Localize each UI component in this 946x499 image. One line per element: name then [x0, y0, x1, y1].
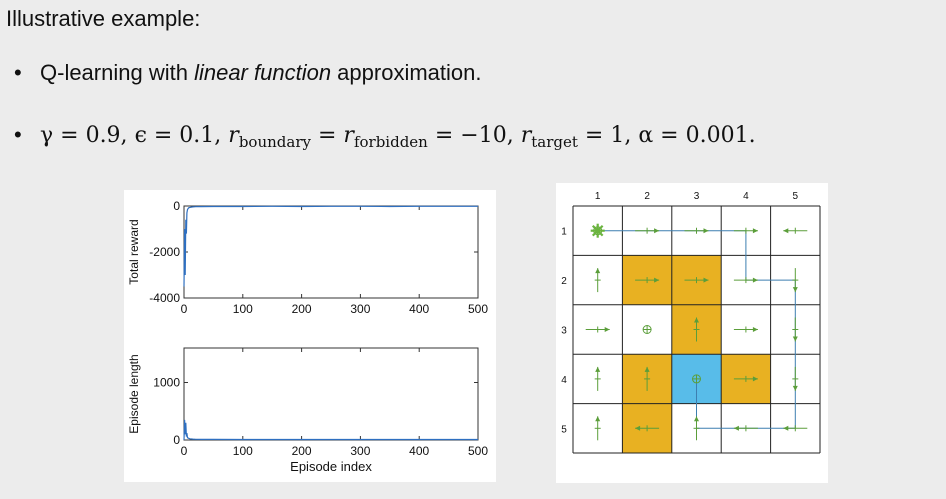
x-axis-label: Episode index — [290, 459, 372, 474]
arrow-head-icon — [752, 376, 758, 382]
plot-frame — [183, 205, 479, 299]
alpha-value: α = 0.001. — [638, 123, 756, 148]
arrow-head-icon — [792, 385, 798, 391]
r-symbol: r — [343, 123, 354, 148]
arrow-head-icon — [752, 277, 758, 283]
row-label: 5 — [561, 424, 567, 435]
bullet-method-em: linear function — [194, 60, 332, 85]
y-tick-label: 1000 — [153, 376, 180, 390]
row-label: 3 — [561, 326, 567, 337]
x-tick-label: 100 — [233, 444, 253, 458]
y-axis-label: Total reward — [127, 219, 141, 284]
bullet-parameters: • γ = 0.9, ϵ = 0.1, rboundary = rforbidde… — [14, 122, 756, 151]
column-label: 3 — [694, 191, 700, 202]
reward-target-value: = 1, — [584, 123, 632, 148]
arrow-head-icon — [752, 228, 758, 234]
arrow-head-icon — [703, 277, 709, 283]
series-line — [183, 419, 478, 441]
bullet-method: • Q-learning with linear function approxi… — [14, 60, 481, 86]
x-tick-label: 400 — [409, 302, 429, 316]
bullet-method-pre: Q-learning with — [40, 60, 195, 85]
gamma-value: γ = 0.9, — [40, 123, 128, 148]
series-line — [183, 205, 478, 287]
x-tick-label: 300 — [350, 302, 370, 316]
arrow-head-icon — [604, 327, 610, 332]
arrow-head-icon — [792, 287, 798, 293]
row-label: 2 — [561, 276, 567, 287]
grid-world-figure: 1 2 3 4 5 1 2 3 4 5 — [556, 183, 828, 483]
arrow-head-icon — [783, 425, 789, 431]
reward-neg10: = −10, — [434, 123, 514, 148]
arrow-head-icon — [654, 228, 660, 234]
x-tick-label: 0 — [181, 302, 188, 316]
arrow-head-icon — [792, 336, 798, 342]
target-subscript: target — [531, 133, 578, 151]
epsilon-value: ϵ = 0.1, — [134, 123, 222, 148]
bullet-dot: • — [14, 122, 22, 147]
forbidden-subscript: forbidden — [353, 133, 428, 151]
arrow-head-icon — [595, 268, 601, 274]
arrow-head-icon — [752, 327, 758, 332]
learning-curves-svg: 0 100 200 300 400 500 0 -2000 -4000 Total reward 0… — [127, 199, 488, 474]
arrow-head-icon — [733, 425, 739, 431]
grid-world-svg: 1 2 3 4 5 1 2 3 4 5 — [561, 191, 821, 454]
y-tick-label: 0 — [173, 433, 180, 447]
arrow-head-icon — [694, 416, 699, 422]
equals-sign: = — [317, 123, 337, 148]
r-symbol: r — [228, 123, 239, 148]
arrow-head-icon — [654, 277, 660, 283]
learning-curves-figure: 0 100 200 300 400 500 0 -2000 -4000 Total reward 0… — [124, 190, 496, 482]
arrow-head-icon — [694, 317, 699, 323]
bullet-dot: • — [14, 60, 22, 85]
column-label: 4 — [743, 191, 749, 202]
column-label: 2 — [644, 191, 650, 202]
x-tick-label: 200 — [292, 302, 312, 316]
plot-frame — [183, 347, 479, 441]
y-tick-label: -2000 — [149, 245, 180, 259]
x-tick-label: 500 — [468, 302, 488, 316]
row-label: 4 — [561, 375, 567, 386]
row-label: 1 — [561, 227, 567, 238]
arrow-head-icon — [783, 228, 789, 234]
boundary-subscript: boundary — [238, 133, 311, 151]
arrow-head-icon — [595, 416, 601, 422]
y-tick-label: -4000 — [149, 291, 180, 305]
x-tick-label: 400 — [409, 444, 429, 458]
x-tick-label: 200 — [292, 444, 312, 458]
bullet-method-post: approximation. — [331, 60, 482, 85]
r-symbol: r — [520, 123, 532, 148]
x-tick-label: 500 — [468, 444, 488, 458]
arrow-head-icon — [644, 366, 650, 372]
x-tick-label: 100 — [233, 302, 253, 316]
arrow-head-icon — [595, 366, 601, 372]
column-label: 1 — [595, 191, 601, 202]
x-tick-label: 0 — [181, 444, 188, 458]
arrow-head-icon — [635, 425, 641, 431]
y-tick-label: 0 — [173, 199, 180, 213]
arrow-head-icon — [703, 228, 709, 234]
x-tick-label: 300 — [350, 444, 370, 458]
column-label: 5 — [793, 191, 799, 202]
slide-heading: Illustrative example: — [6, 6, 201, 31]
y-axis-label: Episode length — [127, 354, 141, 433]
start-star-icon — [591, 224, 604, 237]
